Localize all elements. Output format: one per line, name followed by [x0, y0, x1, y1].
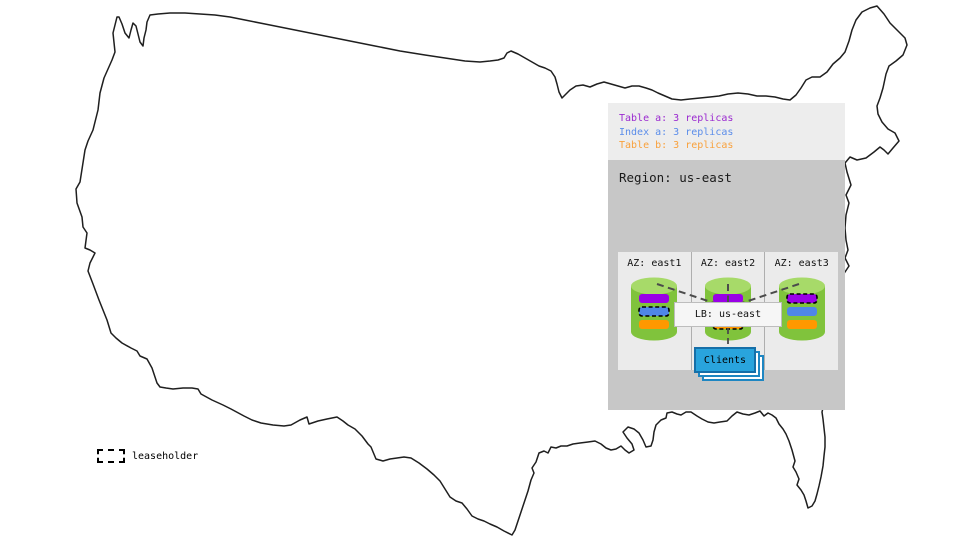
- replica-bar-table-a: [639, 294, 670, 303]
- replica-legend: Table a: 3 replicas Index a: 3 replicas …: [608, 103, 845, 160]
- region-title: Region: us-east: [619, 170, 732, 185]
- legend-table-b: Table b: 3 replicas: [619, 140, 734, 151]
- load-balancer-label: LB: us-east: [694, 309, 762, 320]
- database-cylinder-east3: [778, 277, 825, 341]
- clients-box: Clients: [694, 347, 756, 373]
- replica-bar-table-a: [785, 293, 818, 304]
- replica-bar-index-a: [638, 306, 671, 317]
- clients-stack: Clients: [694, 347, 764, 381]
- database-cylinder-east1: [631, 277, 678, 341]
- leaseholder-key: leaseholder: [97, 449, 198, 463]
- leaseholder-swatch-icon: [97, 449, 125, 463]
- leaseholder-key-label: leaseholder: [132, 450, 199, 462]
- replica-bar-index-a: [786, 307, 817, 316]
- legend-index-a: Index a: 3 replicas: [619, 126, 734, 138]
- replica-bar-table-b: [639, 320, 670, 329]
- us-contiguous-border: [75, 5, 908, 536]
- az-label: AZ: east3: [774, 258, 829, 269]
- legend-table-a: Table a: 3 replicas: [619, 113, 734, 124]
- replica-bar-table-b: [786, 320, 817, 329]
- load-balancer-box: LB: us-east: [674, 302, 782, 327]
- clients-label: Clients: [703, 354, 747, 366]
- az-label: AZ: east1: [627, 258, 682, 269]
- az-label: AZ: east2: [700, 258, 756, 269]
